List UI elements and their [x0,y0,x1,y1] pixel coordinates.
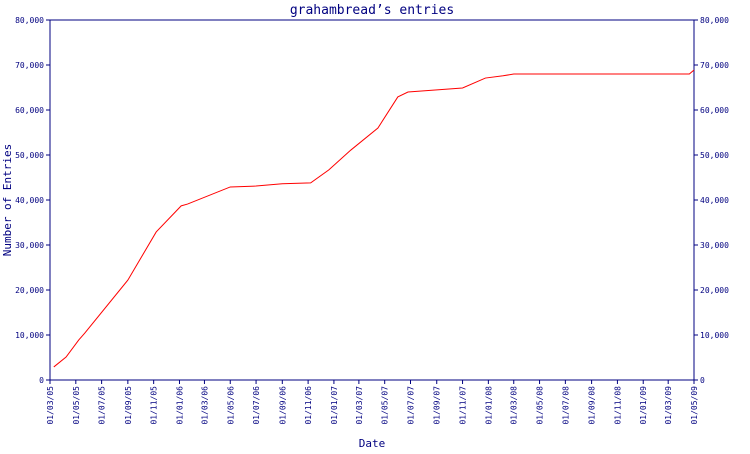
y-tick-label: 0 [39,376,44,385]
x-axis-label: Date [359,437,386,450]
x-tick-label: 01/03/05 [46,386,55,425]
x-tick-label: 01/11/05 [150,386,159,425]
y-axis-label: Number of Entries [1,144,14,257]
y-tick-label: 20,000 [15,286,44,295]
y2-tick-label: 60,000 [700,106,729,115]
x-tick-label: 01/03/06 [200,386,209,425]
x-tick-label: 01/07/05 [98,386,107,425]
x-tick-label: 01/05/08 [536,386,545,425]
x-tick-label: 01/01/06 [175,386,184,425]
y2-tick-label: 30,000 [700,241,729,250]
x-tick-label: 01/07/07 [407,386,416,425]
x-tick-label: 01/07/08 [561,386,570,425]
y-tick-label: 50,000 [15,151,44,160]
y2-tick-label: 50,000 [700,151,729,160]
x-tick-label: 01/07/06 [252,386,261,425]
x-tick-label: 01/01/09 [639,386,648,425]
chart-title: grahambread’s entries [290,3,454,18]
x-tick-label: 01/05/09 [690,386,699,425]
x-tick-label: 01/03/07 [355,386,364,425]
x-tick-label: 01/09/07 [433,386,442,425]
y-tick-label: 40,000 [15,196,44,205]
x-tick-label: 01/03/08 [510,386,519,425]
y-tick-label: 10,000 [15,331,44,340]
x-tick-label: 01/05/06 [226,386,235,425]
y-tick-label: 30,000 [15,241,44,250]
x-tick-label: 01/09/06 [278,386,287,425]
y2-tick-label: 10,000 [700,331,729,340]
y-tick-label: 80,000 [15,16,44,25]
y-tick-label: 60,000 [15,106,44,115]
x-tick-label: 01/05/07 [381,386,390,425]
x-tick-label: 01/01/08 [484,386,493,425]
x-tick-label: 01/11/06 [304,386,313,425]
x-tick-label: 01/09/08 [588,386,597,425]
x-tick-label: 01/11/07 [459,386,468,425]
y2-tick-label: 40,000 [700,196,729,205]
x-tick-label: 01/03/09 [664,386,673,425]
y2-tick-label: 70,000 [700,61,729,70]
y2-tick-label: 80,000 [700,16,729,25]
y2-tick-label: 20,000 [700,286,729,295]
y-tick-label: 70,000 [15,61,44,70]
x-tick-label: 01/01/07 [330,386,339,425]
x-tick-label: 01/11/08 [613,386,622,425]
x-tick-label: 01/09/05 [124,386,133,425]
x-tick-label: 01/05/05 [72,386,81,425]
y2-tick-label: 0 [700,376,705,385]
data-line [53,69,695,368]
